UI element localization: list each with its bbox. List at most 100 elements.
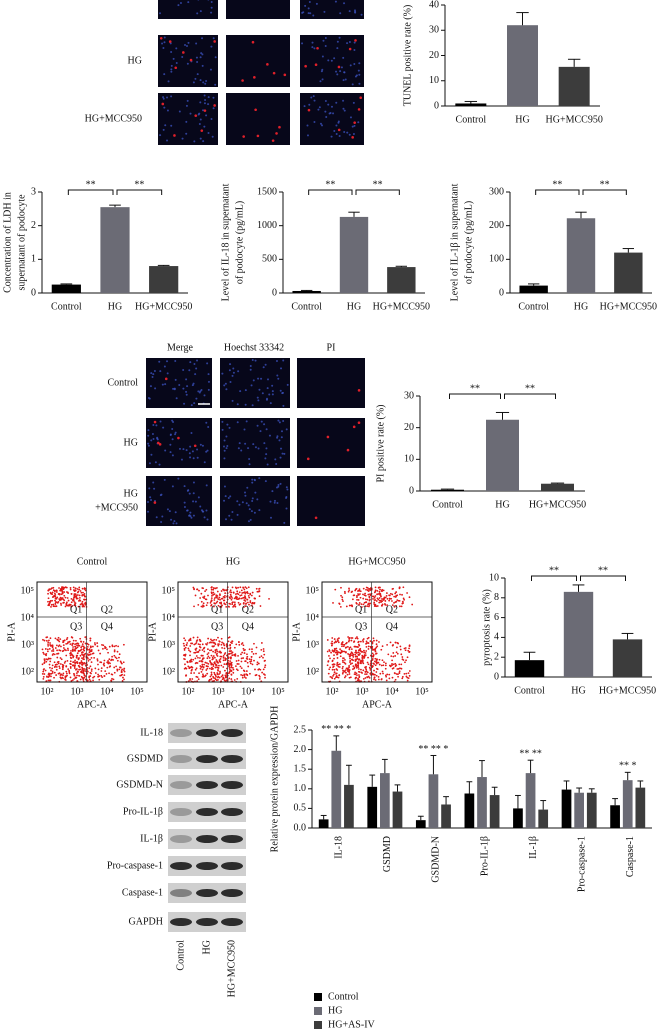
nucleus [251, 404, 254, 407]
dot [71, 644, 74, 646]
dot [224, 659, 227, 662]
x-axis-label: APC-A [362, 699, 393, 710]
dot [81, 651, 84, 654]
nucleus [155, 516, 158, 519]
dot [75, 668, 77, 671]
quadrant-label: Q1 [355, 604, 367, 615]
bar [614, 252, 643, 293]
dot [374, 647, 377, 650]
dot [210, 600, 212, 603]
x-tick-label: 10⁵ [130, 686, 144, 697]
nucleus [161, 42, 164, 45]
dot [94, 643, 97, 646]
nucleus [256, 498, 259, 501]
stained-cell [189, 58, 193, 62]
dot [334, 651, 337, 654]
dot [201, 654, 204, 657]
nucleus [280, 367, 283, 370]
dot [43, 661, 46, 664]
dot [216, 590, 219, 593]
dot [64, 660, 67, 663]
dot [372, 648, 375, 651]
nucleus [338, 36, 341, 39]
dot [204, 661, 207, 664]
error-bar [157, 264, 170, 267]
dot [221, 604, 223, 607]
y-tick-label: 1 [31, 254, 36, 265]
nucleus [278, 439, 281, 442]
nucleus [166, 109, 169, 112]
dot [223, 644, 226, 647]
nucleus [282, 404, 285, 407]
nucleus [265, 447, 268, 450]
error-bar [417, 815, 424, 821]
significance-bracket [582, 189, 627, 195]
dot [246, 661, 249, 664]
dot [81, 643, 84, 646]
y-tick-label: 0 [31, 287, 36, 298]
dot [394, 592, 397, 595]
dot [243, 591, 246, 593]
dot [66, 659, 69, 662]
x-tick-label: HG [515, 114, 529, 125]
nucleus [182, 369, 185, 372]
dot [362, 669, 365, 672]
dot [373, 676, 376, 679]
error-bar [466, 781, 473, 794]
nucleus [229, 381, 232, 384]
dot [343, 676, 346, 679]
dot [366, 676, 369, 678]
nucleus [192, 457, 195, 460]
nucleus [183, 501, 186, 504]
nucleus [324, 110, 327, 113]
nucleus [156, 437, 159, 440]
y-axis-label: PI positive rate (%) [375, 404, 386, 482]
dot [381, 603, 384, 606]
dot [363, 649, 365, 652]
dot [345, 641, 348, 644]
dot [203, 650, 206, 653]
dot-cloud [182, 586, 270, 683]
dot [341, 643, 344, 646]
dot [196, 588, 198, 591]
dot [244, 595, 246, 597]
dot [89, 649, 91, 652]
dot [114, 656, 117, 659]
dot [116, 650, 119, 653]
dot [198, 638, 201, 641]
nucleus [309, 12, 312, 15]
dot [230, 595, 233, 598]
dot [358, 603, 360, 606]
dot [246, 653, 248, 656]
dot [336, 638, 339, 641]
dot [398, 670, 401, 673]
dot [367, 593, 370, 596]
nucleus [321, 124, 324, 127]
dot [190, 658, 193, 661]
x-tick-label: HG+MCC950 [599, 685, 656, 696]
nucleus [184, 43, 187, 46]
nucleus [150, 453, 153, 456]
dot [354, 637, 357, 640]
blot-band [196, 835, 218, 843]
dot [372, 595, 375, 598]
dot [46, 650, 49, 653]
nucleus [150, 372, 153, 375]
nucleus [303, 105, 306, 108]
dot [57, 639, 60, 641]
y-tick-label: 10⁴ [21, 612, 35, 623]
dot [348, 676, 351, 679]
dot [380, 678, 383, 681]
dot [210, 597, 213, 600]
dot [70, 601, 73, 604]
dot [214, 666, 217, 669]
nucleus [342, 99, 345, 102]
dot [245, 587, 248, 590]
dot [48, 648, 51, 650]
dot [42, 670, 45, 673]
dot [348, 587, 350, 590]
nucleus [279, 389, 282, 392]
dot [191, 642, 194, 645]
bar [428, 774, 439, 828]
dot [109, 662, 111, 665]
